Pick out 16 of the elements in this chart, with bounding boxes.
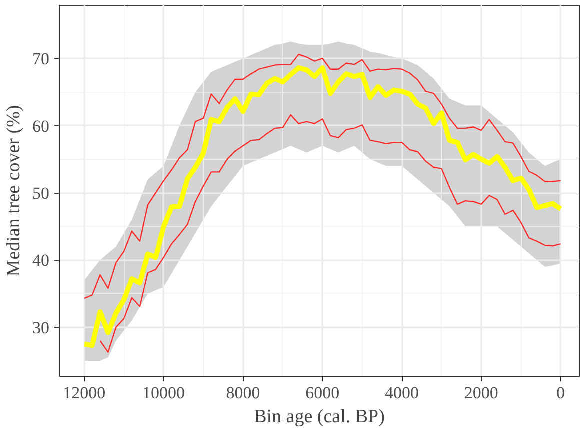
x-tick-label: 8000 — [226, 384, 260, 402]
x-tick-label: 6000 — [306, 384, 340, 402]
y-tick-label: 70 — [32, 50, 50, 69]
x-axis-title: Bin age (cal. BP) — [254, 406, 385, 428]
line-series — [84, 54, 562, 300]
y-tick-label: 50 — [32, 184, 50, 204]
x-tick-label: 12000 — [63, 384, 106, 402]
line-series — [100, 114, 562, 353]
x-tick-label: 10000 — [142, 384, 186, 402]
y-axis-title: Median tree cover (%) — [4, 105, 24, 277]
x-tick-label: 0 — [556, 384, 566, 402]
y-tick-label: 60 — [32, 116, 50, 136]
x-tick-label: 2000 — [464, 384, 498, 402]
x-tick-label: 4000 — [385, 384, 420, 402]
y-tick-label: 30 — [32, 318, 50, 338]
y-tick-label: 40 — [32, 251, 50, 270]
